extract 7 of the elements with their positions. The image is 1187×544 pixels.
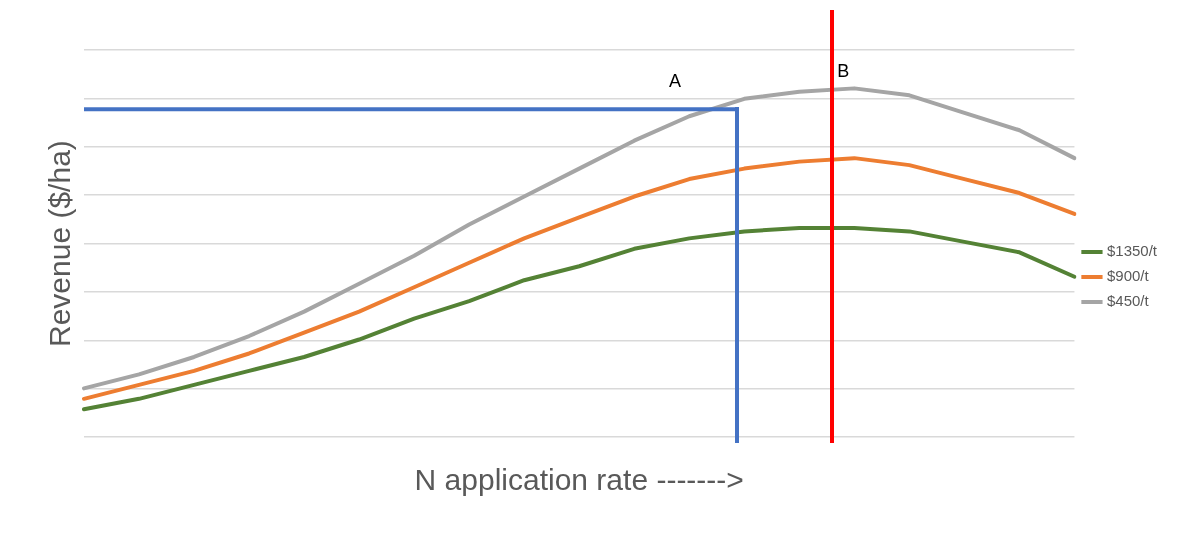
- legend-label: $450/t: [1106, 292, 1150, 310]
- text: B: [837, 60, 850, 81]
- legend-label: $900/t: [1106, 267, 1150, 285]
- legend-label: $1350/t: [1106, 242, 1158, 260]
- x-axis-title: N application rate ------->: [414, 463, 744, 497]
- y-axis-title: Revenue ($/ha): [43, 140, 77, 347]
- annotation: A: [668, 71, 681, 92]
